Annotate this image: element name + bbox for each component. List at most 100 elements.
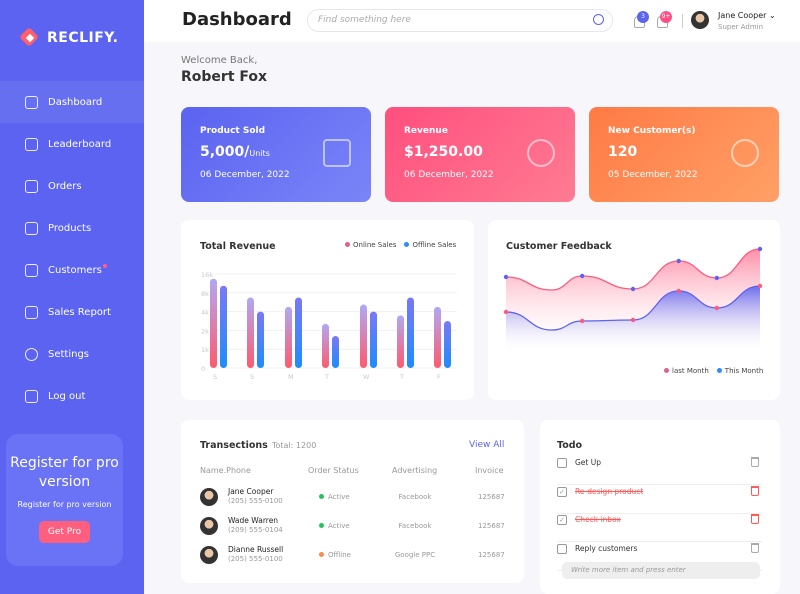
bar-online-sales	[322, 323, 329, 368]
todo-checkbox[interactable]	[557, 458, 567, 468]
notification-dot	[102, 264, 107, 268]
todo-input[interactable]: Write more item and press enter	[562, 562, 760, 579]
y-tick-label: 2k	[201, 327, 209, 335]
sidebar-item-settings[interactable]: Settings	[0, 333, 144, 375]
brand-name: RECLIFY.	[47, 30, 119, 46]
leaderboard-icon	[25, 137, 38, 151]
transactions-total: Total: 1200	[272, 441, 317, 450]
x-tick-label: S	[213, 373, 217, 381]
x-tick-label: M	[288, 373, 294, 381]
feedback-legend: last Month This Month	[664, 367, 763, 375]
promo-title: Register for pro version	[10, 455, 119, 490]
card-label: Product Sold	[200, 126, 266, 136]
sidebar-item-customers[interactable]: Customers	[0, 249, 144, 291]
cart-icon	[323, 139, 351, 167]
transactions-title: Transections	[200, 440, 268, 451]
sidebar-item-leaderboard[interactable]: Leaderboard	[0, 123, 144, 165]
bar-online-sales	[285, 306, 292, 368]
user-menu[interactable]: Jane Cooper ⌄	[718, 11, 776, 20]
header: Dashboard Find something here 3 9+ Jane …	[144, 0, 800, 42]
total-revenue-panel	[181, 220, 474, 400]
advertising-source: Google PPC	[394, 551, 436, 559]
card-value: 5,000/	[200, 144, 250, 160]
sidebar-item-label: Log out	[48, 390, 86, 402]
bar-offline-sales	[407, 297, 414, 368]
y-tick-label: 4k	[201, 309, 209, 317]
sidebar-item-dashboard[interactable]: Dashboard	[0, 81, 144, 123]
sidebar-item-label: Leaderboard	[48, 138, 112, 150]
bar-online-sales	[434, 306, 441, 368]
todo-checkbox[interactable]: ✓	[557, 486, 567, 497]
table-row[interactable]: Jane Cooper (205) 555-0100 Active Facebo…	[200, 486, 510, 512]
bar-offline-sales	[444, 321, 451, 368]
home-icon	[25, 95, 38, 109]
chart-title: Total Revenue	[200, 241, 276, 252]
card-unit: Units	[249, 149, 270, 158]
trash-icon[interactable]	[751, 542, 759, 553]
status-badge: Active	[319, 522, 350, 530]
report-icon	[25, 305, 38, 319]
sidebar-item-label: Sales Report	[48, 306, 111, 318]
customer-phone: (205) 555-0100	[228, 555, 283, 563]
trash-icon[interactable]	[751, 457, 759, 467]
sidebar-item-sales-report[interactable]: Sales Report	[0, 291, 144, 333]
card-value: 120	[608, 144, 638, 160]
sidebar-item-orders[interactable]: Orders	[0, 165, 144, 207]
dollar-icon	[527, 139, 555, 167]
promo-subtitle: Register for pro version	[17, 500, 112, 509]
y-tick-label: 1k	[201, 346, 209, 354]
feedback-area-chart	[503, 246, 763, 353]
search-placeholder: Find something here	[318, 15, 411, 25]
data-point	[580, 318, 585, 324]
cart-icon	[25, 179, 38, 193]
data-point	[503, 309, 509, 315]
chevron-down-icon: ⌄	[769, 11, 776, 20]
data-point	[714, 305, 720, 311]
bar-online-sales	[210, 278, 217, 368]
invoice-number: 125687	[478, 551, 505, 559]
logo-icon	[20, 28, 40, 48]
todo-checkbox[interactable]	[557, 543, 567, 554]
invoice-number: 125687	[478, 522, 505, 530]
search-icon[interactable]	[593, 14, 604, 25]
pro-promo-card: Register for pro version Register for pr…	[6, 434, 123, 566]
sidebar-item-logout[interactable]: Log out	[0, 375, 144, 417]
todo-checkbox[interactable]: ✓	[557, 515, 567, 525]
revenue-legend: Online Sales Offline Sales	[345, 241, 456, 249]
bar-offline-sales	[370, 311, 377, 368]
user-role: Super Admin	[718, 23, 764, 31]
column-header-status: Order Status	[308, 466, 359, 475]
sidebar-item-label: Orders	[48, 180, 82, 192]
x-tick-label: F	[437, 373, 441, 381]
status-badge: Active	[319, 493, 350, 501]
bar-online-sales	[397, 315, 404, 368]
welcome-name: Robert Fox	[181, 69, 268, 85]
logout-icon	[25, 389, 38, 403]
data-point	[503, 274, 509, 280]
get-pro-button[interactable]: Get Pro	[38, 521, 91, 543]
column-header-advertising: Advertising	[392, 466, 438, 475]
avatar	[200, 546, 218, 564]
chart-title: Customer Feedback	[506, 241, 612, 252]
view-all-link[interactable]: View All	[469, 440, 505, 450]
x-tick-label: W	[363, 373, 370, 381]
table-row[interactable]: Dianne Russell (205) 555-0100 Offline Go…	[200, 544, 510, 570]
trash-icon[interactable]	[751, 485, 759, 496]
trash-icon[interactable]	[751, 514, 759, 524]
user-name: Jane Cooper	[718, 11, 767, 20]
table-row[interactable]: Wade Warren (209) 555-0104 Active Facebo…	[200, 515, 510, 541]
todo-item: ✓ Re-design product	[557, 485, 762, 514]
sidebar-item-label: Dashboard	[48, 96, 103, 108]
customer-name: Dianne Russell	[228, 545, 284, 554]
user-avatar[interactable]	[691, 11, 709, 29]
customer-phone: (205) 555-0100	[228, 497, 283, 505]
search-input[interactable]: Find something here	[307, 9, 613, 32]
data-point	[676, 258, 681, 264]
notifications-badge: 9+	[660, 11, 672, 23]
logo[interactable]: RECLIFY.	[20, 28, 118, 48]
product-sold-card: Product Sold 5,000/Units 06 December, 20…	[181, 107, 371, 202]
data-point	[757, 246, 763, 252]
gear-icon	[25, 347, 38, 361]
sidebar-item-products[interactable]: Products	[0, 207, 144, 249]
data-point	[630, 317, 636, 323]
